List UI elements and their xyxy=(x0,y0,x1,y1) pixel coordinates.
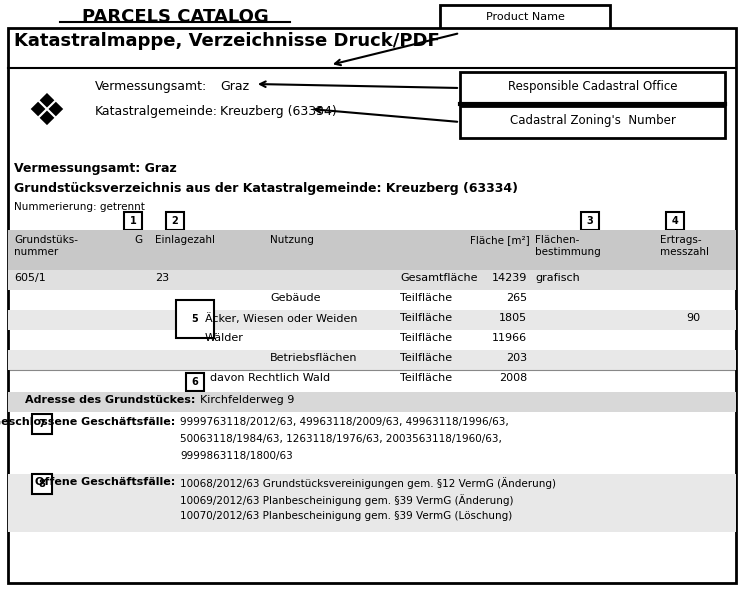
Bar xyxy=(581,212,599,230)
Bar xyxy=(8,310,736,330)
Text: 50063118/1984/63, 1263118/1976/63, 2003563118/1960/63,: 50063118/1984/63, 1263118/1976/63, 20035… xyxy=(180,434,502,444)
Text: Gebäude: Gebäude xyxy=(270,293,320,303)
Text: Gesamtfläche: Gesamtfläche xyxy=(400,273,478,283)
Bar xyxy=(186,373,204,391)
Text: 1805: 1805 xyxy=(499,313,527,323)
Bar xyxy=(166,212,184,230)
Text: 11966: 11966 xyxy=(492,333,527,343)
Text: 10069/2012/63 Planbescheinigung gem. §39 VermG (Änderung): 10069/2012/63 Planbescheinigung gem. §39… xyxy=(180,494,513,506)
Text: Adresse des Grundstückes:: Adresse des Grundstückes: xyxy=(25,395,195,405)
Text: Äcker, Wiesen oder Weiden: Äcker, Wiesen oder Weiden xyxy=(205,313,358,324)
Text: ❖: ❖ xyxy=(27,90,66,133)
Text: Teilfläche: Teilfläche xyxy=(400,333,452,343)
Bar xyxy=(8,392,736,412)
Text: Teilfläche: Teilfläche xyxy=(400,313,452,323)
Text: Teilfläche: Teilfläche xyxy=(400,373,452,383)
Text: Betriebsflächen: Betriebsflächen xyxy=(270,353,358,363)
Text: 14239: 14239 xyxy=(492,273,527,283)
Text: 5: 5 xyxy=(191,314,198,324)
Bar xyxy=(32,414,52,434)
Text: Einlagezahl: Einlagezahl xyxy=(155,235,215,245)
Text: Teilfläche: Teilfläche xyxy=(400,353,452,363)
Text: Offene Geschäftsfälle:: Offene Geschäftsfälle: xyxy=(35,477,175,487)
Text: Vermessungsamt: Graz: Vermessungsamt: Graz xyxy=(14,162,177,175)
Text: Fläche [m²]: Fläche [m²] xyxy=(470,235,530,245)
Text: 203: 203 xyxy=(506,353,527,363)
Text: PARCELS CATALOG: PARCELS CATALOG xyxy=(82,8,268,26)
Text: 7: 7 xyxy=(39,419,45,429)
Bar xyxy=(8,350,736,370)
Bar xyxy=(440,5,610,33)
Text: Kreuzberg (63334): Kreuzberg (63334) xyxy=(220,105,337,118)
Text: Teilfläche: Teilfläche xyxy=(400,293,452,303)
Text: Grundstüks-
nummer: Grundstüks- nummer xyxy=(14,235,78,257)
Text: grafisch: grafisch xyxy=(535,273,580,283)
Text: 2008: 2008 xyxy=(498,373,527,383)
Bar xyxy=(666,212,684,230)
Text: 9999763118/2012/63, 49963118/2009/63, 49963118/1996/63,: 9999763118/2012/63, 49963118/2009/63, 49… xyxy=(180,417,509,427)
Bar xyxy=(460,106,725,138)
Bar xyxy=(176,300,214,338)
Bar xyxy=(8,474,736,532)
Bar xyxy=(460,72,725,104)
Bar xyxy=(8,270,736,290)
Text: Nutzung: Nutzung xyxy=(270,235,314,245)
Text: 605/1: 605/1 xyxy=(14,273,45,283)
Text: Wälder: Wälder xyxy=(205,333,244,343)
Text: Flächen-
bestimmung: Flächen- bestimmung xyxy=(535,235,600,257)
Bar xyxy=(32,474,52,494)
Text: Graz: Graz xyxy=(220,80,249,93)
Bar xyxy=(124,212,142,230)
Text: Katastralgemeinde:: Katastralgemeinde: xyxy=(95,105,218,118)
Text: Vermessungsamt:: Vermessungsamt: xyxy=(95,80,207,93)
Text: 3: 3 xyxy=(586,216,593,226)
Text: Cadastral Zoning's  Number: Cadastral Zoning's Number xyxy=(510,114,676,127)
Text: Responsible Cadastral Office: Responsible Cadastral Office xyxy=(508,80,677,93)
Text: 265: 265 xyxy=(506,293,527,303)
Text: davon Rechtlich Wald: davon Rechtlich Wald xyxy=(210,373,330,383)
Text: 1: 1 xyxy=(130,216,136,226)
Text: Katastralmappe, Verzeichnisse Druck/PDF: Katastralmappe, Verzeichnisse Druck/PDF xyxy=(14,32,440,50)
Text: Grundstücksverzeichnis aus der Katastralgemeinde: Kreuzberg (63334): Grundstücksverzeichnis aus der Katastral… xyxy=(14,182,518,195)
Bar xyxy=(8,230,736,270)
Text: Product Name: Product Name xyxy=(486,12,565,22)
Text: 23: 23 xyxy=(155,273,169,283)
Text: 10068/2012/63 Grundstücksvereinigungen gem. §12 VermG (Änderung): 10068/2012/63 Grundstücksvereinigungen g… xyxy=(180,477,556,489)
Text: 10070/2012/63 Planbescheinigung gem. §39 VermG (Löschung): 10070/2012/63 Planbescheinigung gem. §39… xyxy=(180,511,513,521)
Text: 6: 6 xyxy=(191,377,198,387)
Text: 9999863118/1800/63: 9999863118/1800/63 xyxy=(180,451,293,461)
Text: 2: 2 xyxy=(171,216,178,226)
Text: 4: 4 xyxy=(672,216,679,226)
Text: Ertrags-
messzahl: Ertrags- messzahl xyxy=(660,235,709,257)
Text: G: G xyxy=(134,235,142,245)
Text: 90: 90 xyxy=(686,313,700,323)
Text: Nummerierung: getrennt: Nummerierung: getrennt xyxy=(14,202,145,212)
Text: Kirchfelderweg 9: Kirchfelderweg 9 xyxy=(200,395,294,405)
Text: 8: 8 xyxy=(39,479,45,489)
Text: Geschlossene Geschäftsfälle:: Geschlossene Geschäftsfälle: xyxy=(0,417,175,427)
